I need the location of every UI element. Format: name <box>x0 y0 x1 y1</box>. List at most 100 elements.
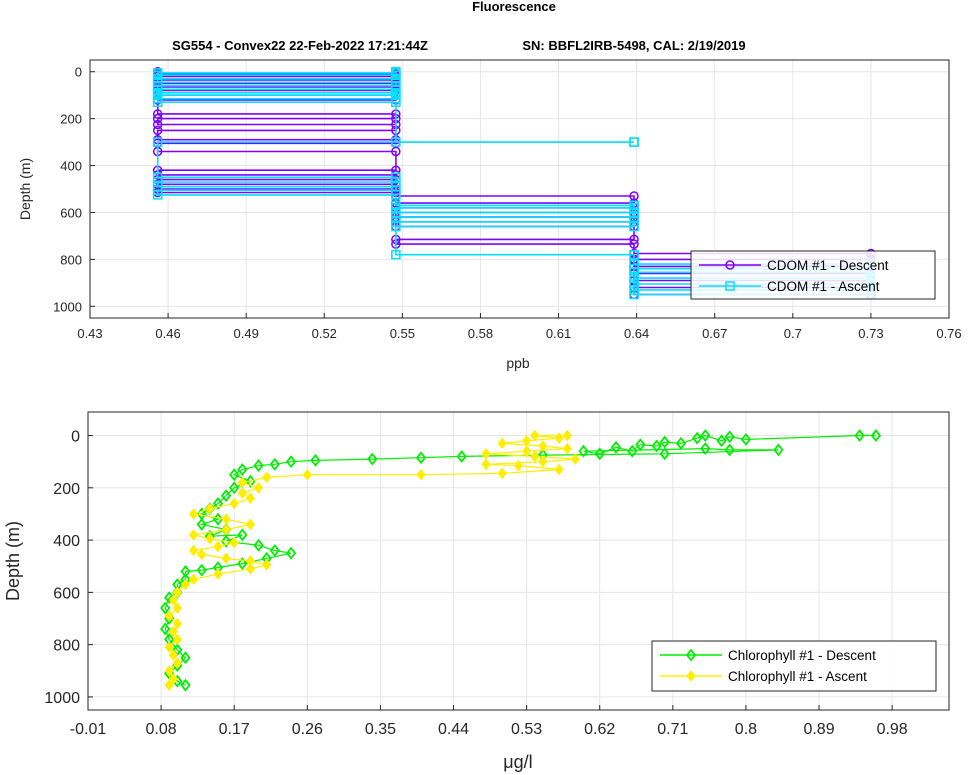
legend-marker <box>725 281 735 291</box>
data-point <box>253 538 264 552</box>
data-point <box>172 586 182 599</box>
data-point <box>237 463 248 476</box>
data-point <box>692 431 703 445</box>
data-point <box>196 517 207 531</box>
data-point <box>180 578 191 591</box>
data-point <box>513 459 524 472</box>
data-point <box>213 540 223 553</box>
data-point <box>629 285 639 295</box>
data-point <box>237 528 248 542</box>
legend-box <box>690 250 936 300</box>
data-point <box>530 429 540 442</box>
x-tick-label: 0.55 <box>390 326 415 341</box>
data-point <box>521 434 532 447</box>
x-tick-label: 0.98 <box>877 721 908 738</box>
data-point <box>220 489 232 503</box>
data-point <box>237 557 248 571</box>
data-point <box>416 468 426 481</box>
x-tick-label: -0.01 <box>70 721 107 738</box>
data-point <box>164 664 174 677</box>
x-axis-label: μg/l <box>503 752 532 772</box>
legend-box <box>651 640 937 692</box>
x-tick-label: 0.71 <box>657 721 688 738</box>
y-tick-label: 800 <box>60 252 82 267</box>
y-tick-label: 200 <box>60 112 82 127</box>
data-point <box>213 568 223 580</box>
x-tick-label: 0.61 <box>546 326 571 341</box>
data-point <box>629 137 639 147</box>
data-point <box>554 432 564 444</box>
data-point <box>456 449 467 463</box>
data-point <box>578 444 589 458</box>
y-tick-label: 400 <box>53 533 80 550</box>
data-point <box>629 259 639 269</box>
x-tick-label: 0.26 <box>292 721 323 738</box>
data-point <box>635 438 646 452</box>
data-point <box>197 548 207 561</box>
data-point <box>629 249 639 260</box>
data-point <box>164 591 175 605</box>
data-point <box>168 649 178 661</box>
chlorophyll-axes: -0.01 0.08 0.17 0.26 0.35 0.44 0.53 0.62 0.71 0.8… <box>3 411 950 772</box>
data-point <box>220 534 232 548</box>
x-tick-label: 0.62 <box>584 721 615 738</box>
figure-subtitle-left: SG554 - Convex22 22-Feb-2022 17:21:44Z <box>172 38 428 53</box>
data-point <box>627 444 638 458</box>
data-point <box>651 439 662 453</box>
cdom-axes: 0.43 0.46 0.49 0.52 0.55 0.58 0.61 0.64 0.67 0.7 0… <box>17 59 962 371</box>
x-tick-label: 0.76 <box>936 326 961 341</box>
data-point <box>180 651 191 665</box>
figure-title: Fluorescence <box>472 0 556 14</box>
data-point <box>168 625 178 638</box>
data-point <box>180 678 191 692</box>
data-point <box>269 544 280 557</box>
data-point <box>221 513 231 525</box>
x-tick-label: 0.8 <box>735 721 757 738</box>
x-tick-label: 0.49 <box>234 326 259 341</box>
data-point <box>168 594 178 607</box>
data-point <box>221 523 231 536</box>
data-point <box>262 559 272 571</box>
data-point <box>152 113 163 124</box>
legend: Chlorophyll #1 - Descent Chlorophyll #1 -… <box>651 640 937 692</box>
data-point <box>245 563 256 575</box>
data-point <box>554 463 564 476</box>
data-point <box>562 429 572 442</box>
data-point <box>740 433 752 446</box>
data-point <box>164 641 174 654</box>
y-tick-label: 400 <box>60 159 82 174</box>
data-point <box>229 468 240 482</box>
data-point <box>391 249 401 260</box>
y-axis-label: Depth (m) <box>3 521 23 601</box>
data-point <box>773 443 784 457</box>
data-point <box>245 474 256 488</box>
data-point <box>497 437 507 450</box>
series-ascent <box>164 429 580 691</box>
data-point <box>538 440 548 452</box>
data-point <box>262 471 272 484</box>
data-point <box>237 487 247 499</box>
legend-label: Chlorophyll #1 - Ascent <box>728 669 867 684</box>
data-point <box>188 508 199 520</box>
legend-marker <box>685 648 697 662</box>
data-point <box>391 172 401 183</box>
data-point <box>229 536 239 549</box>
x-axis-label: ppb <box>506 355 530 371</box>
data-point <box>521 445 532 458</box>
data-point <box>391 66 401 77</box>
data-point <box>253 459 264 473</box>
data-point <box>391 165 401 175</box>
x-tick-label: 0.64 <box>624 326 649 341</box>
data-point <box>196 563 207 577</box>
x-tick-label: 0.67 <box>702 326 727 341</box>
data-point <box>237 476 247 489</box>
data-point <box>594 447 605 461</box>
data-point <box>629 273 639 283</box>
y-tick-label: 1000 <box>44 690 80 707</box>
data-point <box>310 453 321 467</box>
data-point <box>659 435 670 449</box>
x-tick-label: 0.08 <box>146 721 177 738</box>
legend-marker <box>725 260 735 270</box>
data-point <box>302 468 312 481</box>
